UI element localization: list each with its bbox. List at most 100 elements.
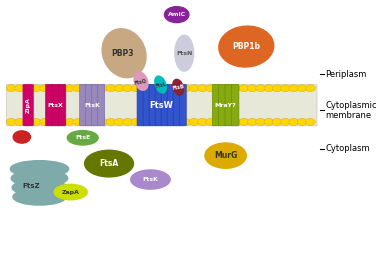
- FancyBboxPatch shape: [179, 84, 186, 126]
- FancyBboxPatch shape: [45, 84, 53, 126]
- FancyBboxPatch shape: [155, 84, 162, 126]
- Circle shape: [106, 85, 116, 92]
- Circle shape: [23, 118, 33, 125]
- FancyBboxPatch shape: [92, 84, 99, 126]
- FancyBboxPatch shape: [161, 84, 168, 126]
- FancyBboxPatch shape: [98, 84, 105, 126]
- Text: FtsK: FtsK: [84, 103, 100, 107]
- Circle shape: [289, 118, 299, 125]
- Circle shape: [81, 85, 91, 92]
- Circle shape: [206, 85, 215, 92]
- Text: MurG: MurG: [214, 151, 237, 160]
- Ellipse shape: [205, 143, 246, 168]
- Ellipse shape: [155, 76, 166, 93]
- Circle shape: [231, 85, 241, 92]
- Circle shape: [65, 85, 74, 92]
- Ellipse shape: [11, 170, 68, 186]
- Circle shape: [48, 85, 58, 92]
- Ellipse shape: [13, 189, 66, 205]
- Circle shape: [106, 118, 116, 125]
- Circle shape: [231, 118, 241, 125]
- FancyBboxPatch shape: [143, 84, 150, 126]
- Circle shape: [297, 118, 307, 125]
- Circle shape: [280, 85, 290, 92]
- FancyBboxPatch shape: [6, 84, 317, 126]
- Circle shape: [256, 85, 265, 92]
- Text: MraY?: MraY?: [215, 103, 237, 107]
- Circle shape: [214, 118, 224, 125]
- FancyBboxPatch shape: [173, 84, 180, 126]
- Circle shape: [272, 85, 282, 92]
- Text: ZipA: ZipA: [26, 97, 31, 113]
- Text: FtsZ: FtsZ: [22, 183, 40, 189]
- Circle shape: [15, 85, 24, 92]
- Circle shape: [131, 118, 141, 125]
- Circle shape: [39, 118, 49, 125]
- Circle shape: [156, 85, 166, 92]
- Circle shape: [306, 118, 315, 125]
- Circle shape: [181, 85, 191, 92]
- Circle shape: [272, 118, 282, 125]
- Text: ZapA: ZapA: [62, 190, 80, 194]
- Ellipse shape: [165, 7, 189, 23]
- Circle shape: [181, 118, 191, 125]
- Circle shape: [164, 118, 174, 125]
- Text: FtsB: FtsB: [172, 84, 185, 91]
- FancyBboxPatch shape: [58, 84, 66, 126]
- Text: AmiC: AmiC: [168, 12, 186, 17]
- Circle shape: [247, 85, 257, 92]
- Text: Cytoplasm: Cytoplasm: [325, 144, 370, 153]
- Circle shape: [56, 118, 66, 125]
- Circle shape: [173, 118, 182, 125]
- FancyBboxPatch shape: [23, 84, 33, 126]
- Circle shape: [223, 118, 232, 125]
- FancyBboxPatch shape: [52, 84, 59, 126]
- FancyBboxPatch shape: [212, 84, 220, 126]
- Circle shape: [89, 85, 99, 92]
- Circle shape: [239, 85, 249, 92]
- Text: FtsX: FtsX: [48, 103, 64, 107]
- Circle shape: [73, 85, 83, 92]
- Circle shape: [31, 85, 41, 92]
- Circle shape: [23, 85, 33, 92]
- Ellipse shape: [10, 161, 68, 177]
- Circle shape: [256, 118, 265, 125]
- Circle shape: [123, 85, 132, 92]
- Circle shape: [98, 118, 108, 125]
- Circle shape: [189, 118, 199, 125]
- Circle shape: [89, 118, 99, 125]
- Text: FtsQ: FtsQ: [133, 78, 147, 85]
- Circle shape: [189, 85, 199, 92]
- FancyBboxPatch shape: [137, 84, 144, 126]
- Circle shape: [280, 118, 290, 125]
- Text: FtsE: FtsE: [75, 135, 90, 140]
- Circle shape: [15, 118, 24, 125]
- Circle shape: [139, 85, 149, 92]
- Circle shape: [123, 118, 132, 125]
- Circle shape: [247, 118, 257, 125]
- FancyBboxPatch shape: [219, 84, 226, 126]
- Ellipse shape: [175, 35, 194, 71]
- Text: Periplasm: Periplasm: [325, 70, 367, 79]
- Text: PBP3: PBP3: [111, 49, 133, 58]
- Circle shape: [173, 85, 182, 92]
- Circle shape: [56, 85, 66, 92]
- Circle shape: [223, 85, 232, 92]
- Ellipse shape: [12, 179, 67, 196]
- Text: membrane: membrane: [325, 111, 371, 120]
- FancyBboxPatch shape: [149, 84, 156, 126]
- Circle shape: [206, 118, 215, 125]
- Ellipse shape: [130, 170, 170, 189]
- Text: FtsW: FtsW: [150, 101, 174, 110]
- Text: PBP1b: PBP1b: [232, 42, 260, 51]
- Text: FtsK: FtsK: [143, 177, 158, 182]
- Ellipse shape: [85, 150, 133, 177]
- Circle shape: [156, 118, 166, 125]
- Circle shape: [81, 118, 91, 125]
- Ellipse shape: [67, 131, 98, 145]
- Circle shape: [65, 118, 74, 125]
- Circle shape: [148, 85, 158, 92]
- Ellipse shape: [13, 131, 30, 143]
- Circle shape: [6, 85, 16, 92]
- Circle shape: [306, 85, 315, 92]
